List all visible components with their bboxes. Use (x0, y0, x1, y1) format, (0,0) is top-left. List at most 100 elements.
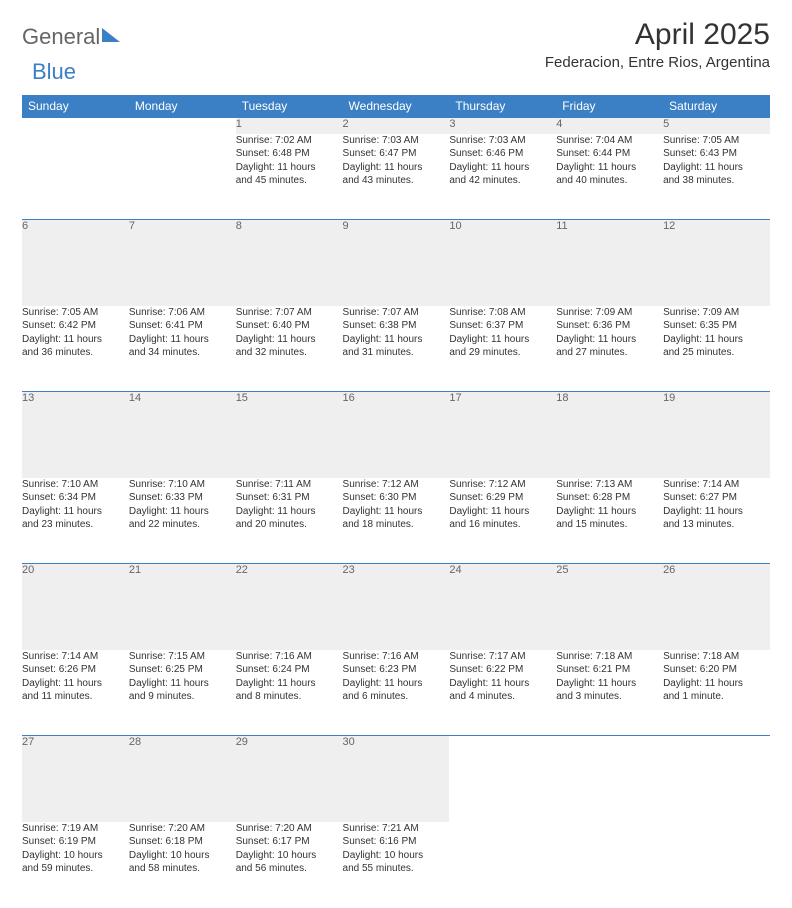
day-number: 20 (22, 564, 129, 650)
day-number: 6 (22, 220, 129, 306)
daylight-text-2: and 59 minutes. (22, 862, 129, 876)
day-number: 21 (129, 564, 236, 650)
day-number (663, 736, 770, 822)
day-cell: Sunrise: 7:18 AMSunset: 6:21 PMDaylight:… (556, 650, 663, 736)
sunrise-text: Sunrise: 7:16 AM (236, 650, 343, 664)
day-cell: Sunrise: 7:08 AMSunset: 6:37 PMDaylight:… (449, 306, 556, 392)
sunrise-text: Sunrise: 7:14 AM (663, 478, 770, 492)
location-text: Federacion, Entre Rios, Argentina (545, 54, 770, 71)
daylight-text-1: Daylight: 11 hours (663, 333, 770, 347)
sunset-text: Sunset: 6:40 PM (236, 319, 343, 333)
daylight-text-2: and 42 minutes. (449, 174, 556, 188)
sunset-text: Sunset: 6:31 PM (236, 491, 343, 505)
daylight-text-2: and 58 minutes. (129, 862, 236, 876)
sunrise-text: Sunrise: 7:18 AM (556, 650, 663, 664)
sunrise-text: Sunrise: 7:21 AM (343, 822, 450, 836)
daylight-text-2: and 36 minutes. (22, 346, 129, 360)
day-cell: Sunrise: 7:14 AMSunset: 6:26 PMDaylight:… (22, 650, 129, 736)
sunset-text: Sunset: 6:28 PM (556, 491, 663, 505)
calendar-body: 12345Sunrise: 7:02 AMSunset: 6:48 PMDayl… (22, 118, 770, 908)
day-number: 30 (343, 736, 450, 822)
day-number: 4 (556, 118, 663, 134)
day-number: 7 (129, 220, 236, 306)
day-number: 26 (663, 564, 770, 650)
sunrise-text: Sunrise: 7:10 AM (129, 478, 236, 492)
daylight-text-2: and 32 minutes. (236, 346, 343, 360)
daylight-text-1: Daylight: 11 hours (129, 505, 236, 519)
sunset-text: Sunset: 6:43 PM (663, 147, 770, 161)
day-cell: Sunrise: 7:05 AMSunset: 6:42 PMDaylight:… (22, 306, 129, 392)
sunset-text: Sunset: 6:16 PM (343, 835, 450, 849)
daylight-text-1: Daylight: 11 hours (449, 161, 556, 175)
day-cell: Sunrise: 7:14 AMSunset: 6:27 PMDaylight:… (663, 478, 770, 564)
day-cell: Sunrise: 7:07 AMSunset: 6:38 PMDaylight:… (343, 306, 450, 392)
daynum-row: 27282930 (22, 736, 770, 822)
dayhead-mon: Monday (129, 95, 236, 118)
daylight-text-1: Daylight: 11 hours (663, 505, 770, 519)
sunset-text: Sunset: 6:44 PM (556, 147, 663, 161)
daylight-text-1: Daylight: 11 hours (449, 677, 556, 691)
sunset-text: Sunset: 6:47 PM (343, 147, 450, 161)
dayhead-sat: Saturday (663, 95, 770, 118)
sunset-text: Sunset: 6:48 PM (236, 147, 343, 161)
daylight-text-2: and 8 minutes. (236, 690, 343, 704)
daylight-text-1: Daylight: 11 hours (449, 505, 556, 519)
day-number: 28 (129, 736, 236, 822)
sunset-text: Sunset: 6:24 PM (236, 663, 343, 677)
sunset-text: Sunset: 6:42 PM (22, 319, 129, 333)
daylight-text-2: and 56 minutes. (236, 862, 343, 876)
daylight-text-2: and 34 minutes. (129, 346, 236, 360)
sunrise-text: Sunrise: 7:20 AM (236, 822, 343, 836)
day-cell (663, 822, 770, 908)
daylight-text-1: Daylight: 11 hours (343, 333, 450, 347)
sunrise-text: Sunrise: 7:17 AM (449, 650, 556, 664)
day-number: 10 (449, 220, 556, 306)
daylight-text-1: Daylight: 11 hours (343, 505, 450, 519)
sunset-text: Sunset: 6:36 PM (556, 319, 663, 333)
sunrise-text: Sunrise: 7:03 AM (343, 134, 450, 148)
daynum-row: 12345 (22, 118, 770, 134)
daylight-text-2: and 23 minutes. (22, 518, 129, 532)
daylight-text-2: and 9 minutes. (129, 690, 236, 704)
day-number: 24 (449, 564, 556, 650)
daylight-text-1: Daylight: 11 hours (22, 677, 129, 691)
daylight-text-2: and 1 minute. (663, 690, 770, 704)
day-number: 27 (22, 736, 129, 822)
daylight-text-2: and 4 minutes. (449, 690, 556, 704)
daylight-text-1: Daylight: 11 hours (22, 333, 129, 347)
day-cell (22, 134, 129, 220)
day-number: 11 (556, 220, 663, 306)
month-title: April 2025 (545, 18, 770, 52)
sunrise-text: Sunrise: 7:12 AM (343, 478, 450, 492)
content-row: Sunrise: 7:05 AMSunset: 6:42 PMDaylight:… (22, 306, 770, 392)
sunrise-text: Sunrise: 7:05 AM (22, 306, 129, 320)
content-row: Sunrise: 7:14 AMSunset: 6:26 PMDaylight:… (22, 650, 770, 736)
day-number: 15 (236, 392, 343, 478)
daylight-text-1: Daylight: 11 hours (129, 333, 236, 347)
daylight-text-2: and 27 minutes. (556, 346, 663, 360)
dayhead-fri: Friday (556, 95, 663, 118)
daylight-text-2: and 6 minutes. (343, 690, 450, 704)
day-cell: Sunrise: 7:03 AMSunset: 6:47 PMDaylight:… (343, 134, 450, 220)
daylight-text-1: Daylight: 11 hours (343, 161, 450, 175)
daylight-text-2: and 18 minutes. (343, 518, 450, 532)
sunrise-text: Sunrise: 7:03 AM (449, 134, 556, 148)
day-number: 25 (556, 564, 663, 650)
daylight-text-1: Daylight: 11 hours (556, 161, 663, 175)
day-cell: Sunrise: 7:06 AMSunset: 6:41 PMDaylight:… (129, 306, 236, 392)
day-number: 13 (22, 392, 129, 478)
sunset-text: Sunset: 6:18 PM (129, 835, 236, 849)
day-cell: Sunrise: 7:12 AMSunset: 6:30 PMDaylight:… (343, 478, 450, 564)
daylight-text-1: Daylight: 11 hours (236, 333, 343, 347)
day-number: 3 (449, 118, 556, 134)
sunrise-text: Sunrise: 7:15 AM (129, 650, 236, 664)
sunset-text: Sunset: 6:35 PM (663, 319, 770, 333)
day-number: 12 (663, 220, 770, 306)
daynum-row: 20212223242526 (22, 564, 770, 650)
day-cell: Sunrise: 7:11 AMSunset: 6:31 PMDaylight:… (236, 478, 343, 564)
day-cell: Sunrise: 7:09 AMSunset: 6:36 PMDaylight:… (556, 306, 663, 392)
sunrise-text: Sunrise: 7:12 AM (449, 478, 556, 492)
daylight-text-1: Daylight: 10 hours (343, 849, 450, 863)
brand-part2: Blue (32, 59, 76, 84)
day-cell: Sunrise: 7:17 AMSunset: 6:22 PMDaylight:… (449, 650, 556, 736)
